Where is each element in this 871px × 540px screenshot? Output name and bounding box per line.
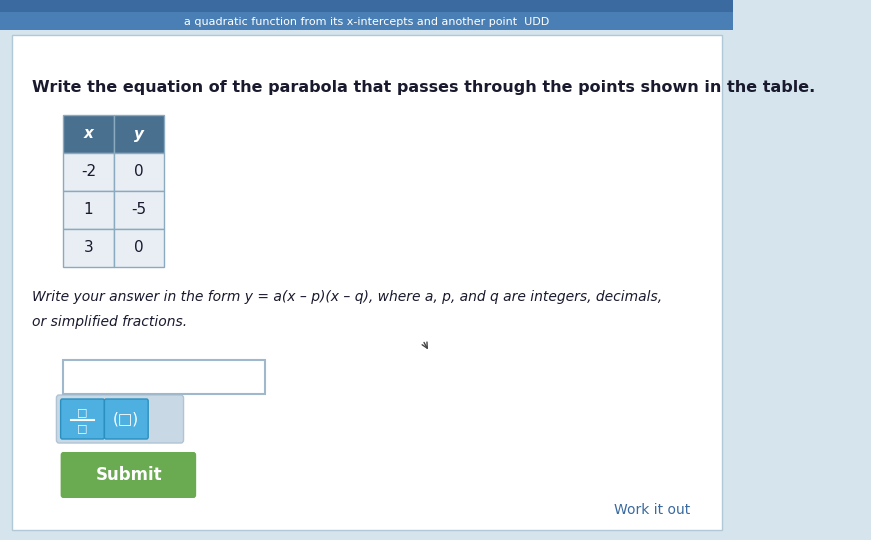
Text: Submit: Submit (96, 466, 162, 484)
Text: a quadratic function from its x-intercepts and another point  UDD: a quadratic function from its x-intercep… (184, 17, 550, 27)
FancyBboxPatch shape (113, 191, 164, 229)
Polygon shape (0, 12, 733, 30)
FancyBboxPatch shape (113, 229, 164, 267)
FancyBboxPatch shape (57, 395, 184, 443)
Text: □: □ (78, 407, 88, 417)
Text: (□): (□) (113, 411, 139, 427)
Text: Write your answer in the form y = a(x – p)(x – q), where a, p, and q are integer: Write your answer in the form y = a(x – … (32, 290, 662, 304)
FancyBboxPatch shape (63, 115, 113, 153)
Text: Write the equation of the parabola that passes through the points shown in the t: Write the equation of the parabola that … (32, 80, 815, 95)
Text: -5: -5 (132, 202, 146, 218)
FancyBboxPatch shape (63, 229, 113, 267)
Text: or simplified fractions.: or simplified fractions. (32, 315, 187, 329)
Text: Work it out: Work it out (614, 503, 691, 517)
FancyBboxPatch shape (12, 35, 721, 530)
FancyBboxPatch shape (61, 399, 105, 439)
Text: -2: -2 (81, 165, 96, 179)
Text: 0: 0 (134, 165, 144, 179)
Text: 1: 1 (84, 202, 93, 218)
FancyBboxPatch shape (61, 452, 196, 498)
FancyBboxPatch shape (105, 399, 148, 439)
Polygon shape (0, 0, 733, 12)
FancyBboxPatch shape (63, 191, 113, 229)
Text: x: x (84, 126, 93, 141)
Text: □: □ (78, 423, 88, 433)
Text: 0: 0 (134, 240, 144, 255)
FancyBboxPatch shape (63, 153, 113, 191)
Text: 3: 3 (84, 240, 93, 255)
FancyBboxPatch shape (113, 115, 164, 153)
FancyBboxPatch shape (63, 360, 265, 394)
FancyBboxPatch shape (113, 153, 164, 191)
Text: y: y (134, 126, 144, 141)
